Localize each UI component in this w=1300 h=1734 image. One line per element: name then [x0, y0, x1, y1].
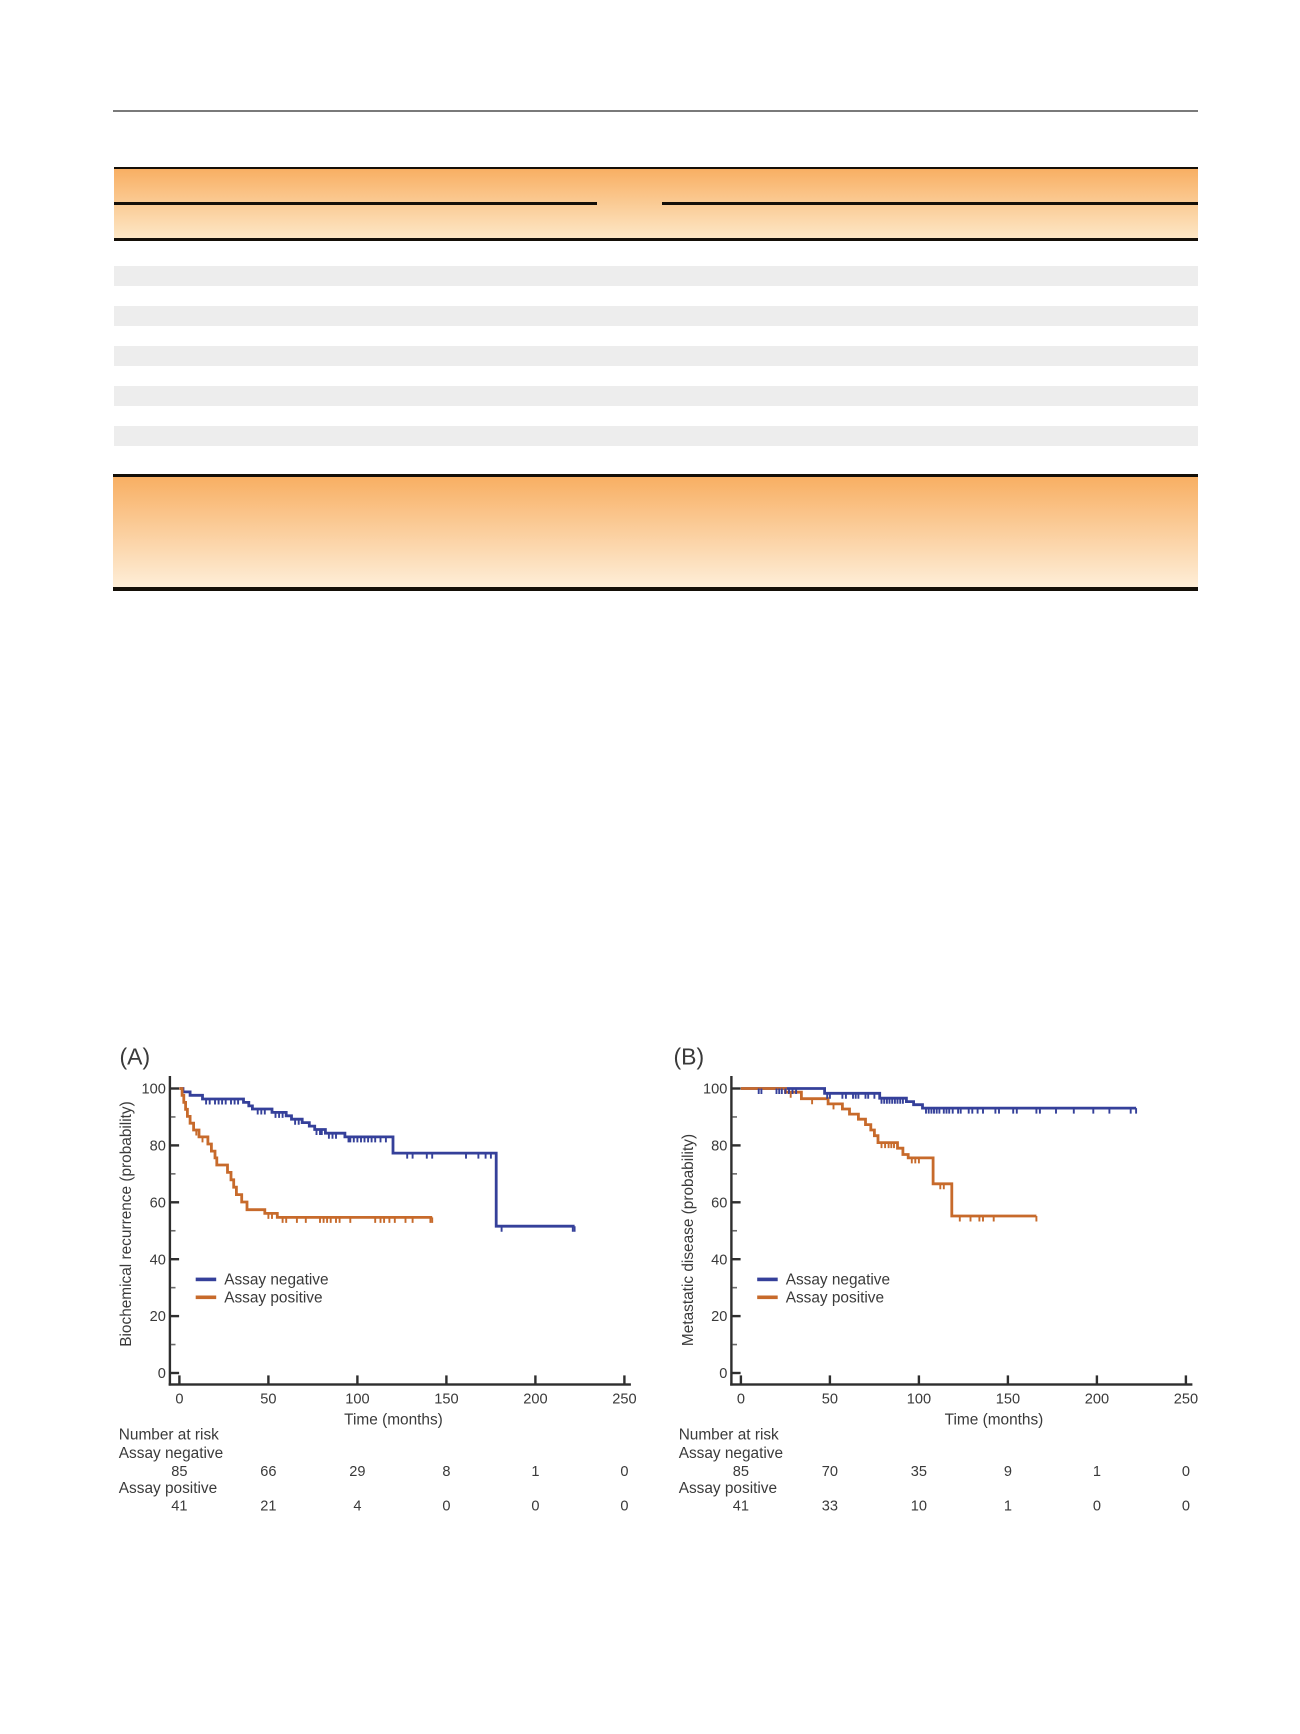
svg-text:100: 100 [907, 1391, 931, 1407]
svg-text:1: 1 [1004, 1499, 1012, 1515]
svg-text:Number at risk: Number at risk [679, 1427, 779, 1444]
svg-text:(A): (A) [120, 1044, 151, 1070]
svg-text:35: 35 [911, 1464, 927, 1480]
svg-text:1: 1 [1093, 1464, 1101, 1480]
svg-text:0: 0 [737, 1391, 745, 1407]
svg-text:Metastatic disease (probabilit: Metastatic disease (probability) [680, 1134, 697, 1346]
svg-text:60: 60 [711, 1195, 727, 1211]
svg-text:1: 1 [531, 1464, 539, 1480]
svg-text:150: 150 [434, 1391, 458, 1407]
svg-text:41: 41 [733, 1499, 749, 1515]
svg-text:0: 0 [442, 1499, 450, 1515]
svg-text:150: 150 [996, 1391, 1020, 1407]
svg-text:85: 85 [733, 1464, 749, 1480]
svg-text:33: 33 [822, 1499, 838, 1515]
svg-text:50: 50 [260, 1391, 276, 1407]
svg-text:0: 0 [1093, 1499, 1101, 1515]
svg-text:80: 80 [150, 1139, 166, 1155]
svg-text:10: 10 [911, 1499, 927, 1515]
svg-text:250: 250 [1174, 1391, 1198, 1407]
svg-text:0: 0 [175, 1391, 183, 1407]
svg-text:Assay positive: Assay positive [786, 1290, 884, 1307]
svg-text:Assay negative: Assay negative [679, 1445, 783, 1462]
svg-text:200: 200 [1085, 1391, 1109, 1407]
svg-text:0: 0 [158, 1366, 166, 1382]
svg-text:40: 40 [150, 1252, 166, 1268]
svg-text:100: 100 [703, 1082, 727, 1098]
svg-text:4: 4 [353, 1499, 361, 1515]
svg-text:Time (months): Time (months) [945, 1412, 1044, 1429]
svg-text:Number at risk: Number at risk [119, 1427, 219, 1444]
svg-text:Biochemical recurrence (probab: Biochemical recurrence (probability) [118, 1101, 135, 1347]
svg-text:250: 250 [612, 1391, 636, 1407]
svg-text:0: 0 [531, 1499, 539, 1515]
svg-text:85: 85 [171, 1464, 187, 1480]
svg-text:20: 20 [150, 1309, 166, 1325]
svg-text:200: 200 [523, 1391, 547, 1407]
svg-text:Assay positive: Assay positive [119, 1480, 217, 1497]
svg-text:Time (months): Time (months) [344, 1412, 443, 1429]
svg-text:0: 0 [620, 1499, 628, 1515]
svg-text:100: 100 [345, 1391, 369, 1407]
svg-text:21: 21 [260, 1499, 276, 1515]
svg-text:Assay positive: Assay positive [679, 1480, 777, 1497]
svg-text:29: 29 [349, 1464, 365, 1480]
svg-text:Assay positive: Assay positive [224, 1290, 322, 1307]
svg-text:0: 0 [620, 1464, 628, 1480]
svg-text:100: 100 [142, 1082, 166, 1098]
svg-text:Assay negative: Assay negative [786, 1272, 890, 1289]
svg-text:Assay negative: Assay negative [224, 1272, 328, 1289]
svg-text:Assay negative: Assay negative [119, 1445, 223, 1462]
svg-text:0: 0 [1182, 1499, 1190, 1515]
svg-text:40: 40 [711, 1252, 727, 1268]
svg-text:9: 9 [1004, 1464, 1012, 1480]
svg-text:0: 0 [1182, 1464, 1190, 1480]
svg-text:(B): (B) [674, 1044, 705, 1070]
svg-text:8: 8 [442, 1464, 450, 1480]
svg-text:80: 80 [711, 1139, 727, 1155]
svg-text:60: 60 [150, 1195, 166, 1211]
svg-text:20: 20 [711, 1309, 727, 1325]
svg-text:41: 41 [171, 1499, 187, 1515]
svg-text:70: 70 [822, 1464, 838, 1480]
svg-text:50: 50 [822, 1391, 838, 1407]
svg-text:0: 0 [719, 1366, 727, 1382]
svg-text:66: 66 [260, 1464, 276, 1480]
